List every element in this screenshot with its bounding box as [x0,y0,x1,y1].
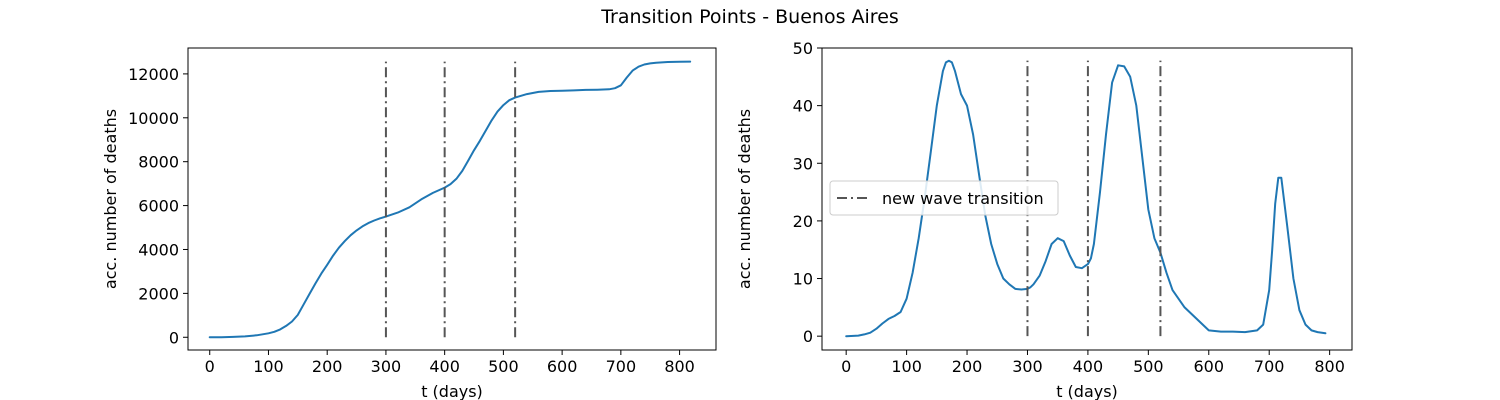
chart1-y-tick-label: 10000 [128,109,179,128]
chart1-x-axis-label: t (days) [421,382,483,400]
chart2-axes-frame [821,47,1353,351]
chart1-y-tick-label: 6000 [138,197,179,216]
chart2-series-line [845,59,1327,338]
chart2-x-tick-label: 300 [1012,357,1043,376]
chart1-axes-frame [187,47,717,351]
chart1-x-tick-label: 700 [606,357,637,376]
chart2-y-tick-label: 0 [803,327,813,346]
chart1-y-tick-label: 4000 [138,240,179,259]
chart1-x-tick-label: 200 [312,357,343,376]
chart2-x-tick-label: 400 [1073,357,1104,376]
figure-title: Transition Points - Buenos Aires [600,6,899,28]
chart1-x-tick-label: 100 [253,357,284,376]
chart2-y-tick-label: 10 [793,270,813,289]
chart2-x-tick-label: 100 [891,357,922,376]
chart1-x-tick-label: 500 [488,357,519,376]
chart1-y-tick-label: 2000 [138,284,179,303]
chart1-x-tick-label: 0 [205,357,215,376]
chart1-x-tick-label: 800 [664,357,695,376]
chart2-legend: new wave transition [829,180,1059,216]
chart1-x-tick-label: 400 [429,357,460,376]
chart2-x-tick-label: 0 [841,357,851,376]
right-axes: 0 100 200 300 400 500 600 700 800 0 10 20 30 40 50 t (d… [735,39,1353,400]
chart1-y-axis-label: acc. number of deaths [101,109,120,289]
chart2-y-tick-label: 40 [793,97,813,116]
chart1-x-tick-label: 300 [371,357,402,376]
chart1-y-tick-label: 0 [169,328,179,347]
chart2-y-tick-label: 50 [793,39,813,58]
chart2-x-axis-label: t (days) [1056,382,1118,400]
chart1-series-line [208,60,692,339]
chart2-y-tick-label: 30 [793,154,813,173]
chart2-x-tick-label: 600 [1193,357,1224,376]
chart2-x-tick-label: 500 [1133,357,1164,376]
chart2-x-tick-label: 800 [1314,357,1345,376]
chart2-legend-label: new wave transition [882,189,1044,208]
chart1-y-tick-label: 8000 [138,153,179,172]
left-axes: 0 100 200 300 400 500 600 700 800020004000600080… [101,47,717,400]
chart2-y-tick-label: 20 [793,212,813,231]
chart2-y-axis-label: acc. number of deaths [735,109,754,289]
chart2-legend-box [829,180,1059,216]
chart1-x-tick-label: 600 [547,357,578,376]
chart2-x-tick-label: 700 [1254,357,1285,376]
chart1-y-tick-label: 12000 [128,65,179,84]
chart2-x-tick-label: 200 [952,357,983,376]
